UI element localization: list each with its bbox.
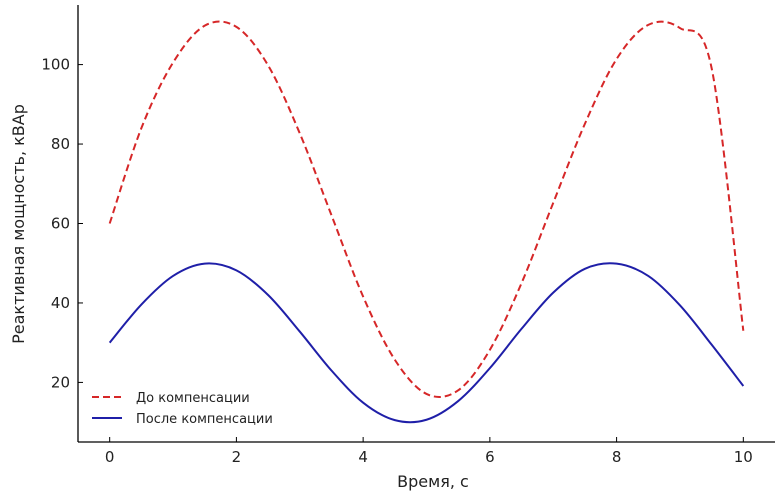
x-axis-title: Время, с [397,472,469,491]
x-ticks: 0 2 4 6 8 10 [105,437,753,466]
y-tick-label: 40 [51,294,70,312]
y-tick-label: 100 [41,56,70,74]
x-tick-label: 6 [485,448,495,466]
series-line-after [108,262,745,424]
series-line-before [108,20,745,398]
y-tick-label: 60 [51,215,70,233]
legend: До компенсации После компенсации [92,391,273,427]
y-axis-title: Реактивная мощность, кВАр [9,104,28,344]
x-tick-label: 2 [232,448,242,466]
x-tick-label: 4 [358,448,368,466]
series-group [108,20,745,424]
legend-label-before: До компенсации [136,391,250,406]
x-tick-label: 10 [734,448,753,466]
x-tick-label: 0 [105,448,115,466]
y-ticks: 20 40 60 80 100 [41,56,83,391]
legend-label-after: После компенсации [136,412,273,427]
y-tick-label: 80 [51,135,70,153]
y-tick-label: 20 [51,373,70,391]
x-tick-label: 8 [612,448,622,466]
